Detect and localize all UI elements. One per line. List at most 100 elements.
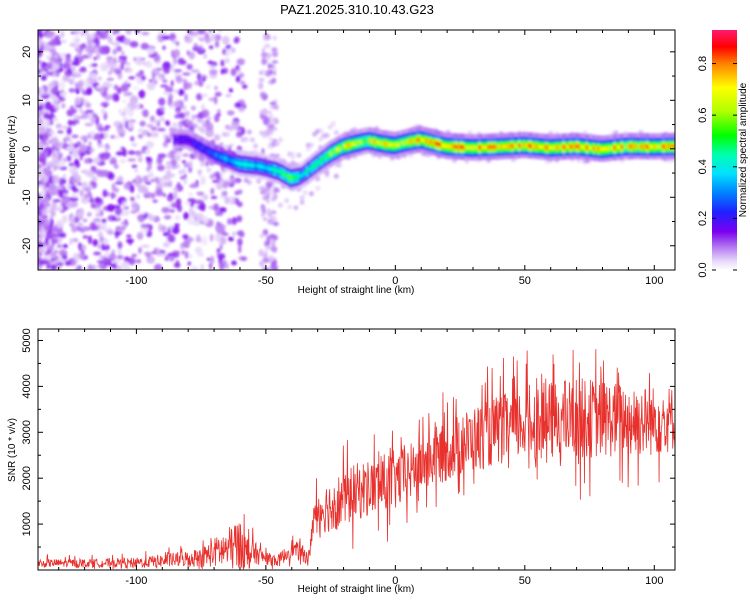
spectrogram-cell: [102, 189, 108, 198]
spectrogram-cell: [51, 154, 60, 159]
spectrogram-cell: [104, 83, 113, 87]
spectrogram-cell: [219, 236, 227, 245]
spectrogram-cell: [238, 244, 242, 254]
spectrogram-cell: [69, 77, 75, 86]
spectrogram-cell: [173, 262, 181, 268]
spectrogram-cell: [87, 75, 92, 85]
spectrogram-cell: [305, 146, 311, 152]
spectrogram-cell: [214, 40, 220, 48]
spectrogram-cell: [57, 166, 61, 170]
snr-frame: [37, 328, 676, 571]
spectrogram-cell: [200, 238, 208, 246]
spectrogram-cell: [195, 114, 200, 118]
spectrogram-cell: [79, 155, 83, 161]
spectrogram-cell: [203, 122, 209, 128]
spectrogram-cell: [207, 60, 213, 65]
spectrogram-cell: [100, 108, 106, 116]
spectrogram-cell: [122, 106, 132, 114]
spectrogram-cell: [59, 91, 68, 98]
spectrogram-cell: [198, 80, 204, 87]
spectrogram-cell: [273, 104, 279, 110]
spectrogram-cell: [111, 249, 115, 259]
spectrogram-cell: [101, 225, 107, 231]
spectrogram-cell: [190, 69, 200, 73]
spectrogram-cell: [230, 68, 237, 77]
spectrogram-cell: [267, 143, 273, 149]
spectrogram-cell: [155, 191, 164, 197]
spectrogram-cell: [93, 251, 102, 256]
spectrogram-cell: [208, 45, 214, 50]
spectrogram-cell: [71, 193, 79, 198]
spectrogram-cell: [51, 187, 58, 195]
spectrogram-cell: [277, 202, 283, 208]
spectrogram-cell: [272, 221, 279, 227]
spectrogram-cell: [142, 175, 149, 184]
spectrogram-cell: [206, 257, 211, 261]
spectrogram-cell: [130, 210, 138, 214]
spectrogram-cell: [259, 261, 266, 268]
spectrogram-frame: [37, 29, 676, 271]
spectrogram-cell: [75, 225, 82, 232]
spectrogram-cell: [126, 92, 133, 96]
spectrogram-cell: [308, 142, 314, 148]
spectrogram-cell: [38, 236, 43, 244]
spectrogram-cell: [198, 30, 206, 35]
spectrogram-cell: [271, 260, 278, 265]
spectrogram-cell: [206, 116, 212, 122]
spectrogram-y-ticks: -20 -10 0 10 20: [21, 46, 675, 271]
spectrogram-cell: [112, 93, 119, 102]
spectrogram-cell: [302, 190, 308, 196]
spectrogram-cell: [123, 38, 131, 46]
colorbar-tick-label: 0.2: [697, 211, 709, 226]
spectrogram-cell: [114, 187, 119, 193]
spectrogram-cell: [188, 51, 195, 60]
spectrogram-cell: [187, 164, 193, 170]
spectrogram-cell: [174, 223, 180, 228]
spectrogram-cell: [197, 192, 203, 197]
spectrogram-cell: [159, 154, 165, 160]
spectrogram-cell: [80, 31, 85, 37]
spectrogram-cell: [126, 181, 133, 186]
spectrogram-cell: [69, 138, 73, 147]
spectrogram-cell: [127, 121, 134, 129]
spectrogram-cell: [91, 176, 98, 182]
spectrogram-cell: [89, 221, 97, 231]
spectrogram-cell: [262, 36, 268, 41]
spectrogram-cell: [225, 49, 230, 58]
spectrogram-cell: [175, 109, 181, 115]
spectrogram-cell: [137, 232, 143, 240]
spectrogram-cell: [88, 235, 92, 245]
spectrogram-cell: [173, 191, 178, 200]
spectrogram-cell: [74, 96, 82, 106]
snr-y-tick-label: 1000: [21, 512, 33, 536]
spectrogram-cell: [69, 196, 79, 202]
spectrogram-cell: [97, 143, 105, 148]
spectrogram-cell: [259, 233, 265, 239]
spectrogram-cell: [150, 115, 155, 123]
spectrogram-cell: [241, 84, 248, 89]
spectrogram-cell: [333, 130, 339, 136]
snr-x-tick-label: 50: [519, 575, 531, 587]
spectrogram-cell: [183, 212, 190, 220]
spectrogram-cell: [209, 64, 216, 69]
spectrogram-cell: [72, 238, 79, 243]
spectrogram-cell: [252, 151, 257, 157]
spectrogram-cell: [190, 265, 199, 270]
spectrogram-cell: [130, 196, 135, 202]
spectrogram-cell: [205, 129, 214, 138]
spectrogram-cell: [40, 74, 47, 81]
spectrogram-cell: [267, 218, 275, 225]
spectrogram-cell: [102, 151, 110, 161]
spectrogram-cell: [75, 175, 82, 183]
spectrogram-cell: [92, 157, 102, 164]
spectrogram-cell: [105, 146, 111, 150]
spectrogram-cell: [201, 103, 206, 111]
spectrogram-cell: [122, 201, 127, 209]
spectrogram-cell: [160, 84, 169, 88]
spectrogram-cell: [184, 118, 190, 123]
spectrogram-cell: [104, 125, 111, 129]
spectrogram-cell: [197, 72, 202, 82]
spectrogram-cell: [240, 256, 248, 262]
spectrogram-cell: [214, 85, 218, 91]
spectrogram-cell: [134, 56, 144, 66]
